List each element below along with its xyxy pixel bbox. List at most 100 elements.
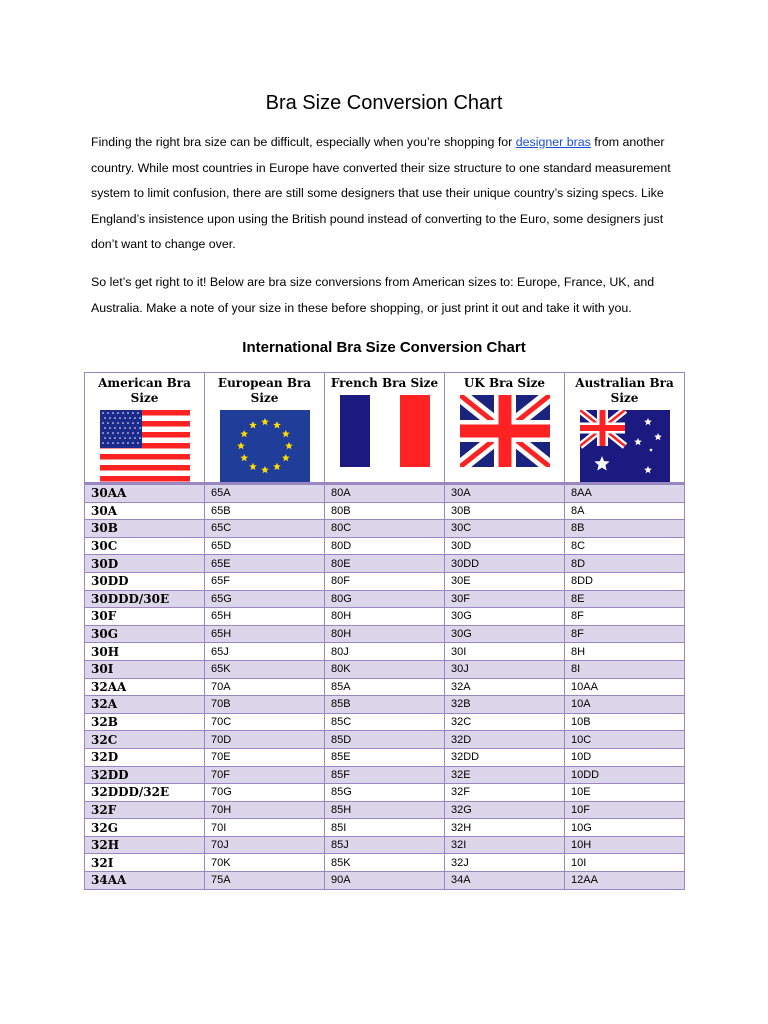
table-row: 32DD 70F 85F 32E 10DD bbox=[84, 765, 685, 785]
table-cell: 70G bbox=[204, 783, 325, 802]
table-cell: 10H bbox=[564, 835, 685, 855]
table-cell: 80J bbox=[324, 642, 445, 661]
table-cell: 30I bbox=[444, 642, 565, 661]
table-cell: 30G bbox=[84, 624, 205, 644]
table-cell: 65B bbox=[204, 501, 325, 521]
table-row: 32C 70D 85D 32D 10C bbox=[84, 730, 685, 749]
table-cell: 70H bbox=[204, 800, 325, 820]
table-cell: 32DD bbox=[84, 765, 205, 785]
table-cell: 80D bbox=[324, 536, 445, 556]
table-row: 32A 70B 85B 32B 10A bbox=[84, 695, 685, 714]
table-cell: 80C bbox=[324, 519, 445, 538]
table-row: 32B 70C 85C 32C 10B bbox=[84, 712, 685, 732]
table-cell: 30H bbox=[84, 642, 205, 661]
table-cell: 65A bbox=[204, 482, 325, 503]
table-row: 32H 70J 85J 32I 10H bbox=[84, 835, 685, 855]
table-row: 32D 70E 85E 32DD 10D bbox=[84, 747, 685, 767]
table-cell: 32A bbox=[84, 695, 205, 714]
table-cell: 32C bbox=[84, 730, 205, 749]
table-cell: 65D bbox=[204, 536, 325, 556]
table-cell: 30A bbox=[84, 501, 205, 521]
table-cell: 65E bbox=[204, 554, 325, 573]
table-cell: 8DD bbox=[564, 571, 685, 591]
france-flag-icon bbox=[339, 395, 430, 467]
table-cell: 32F bbox=[84, 800, 205, 820]
australia-flag-icon bbox=[579, 410, 670, 482]
intro-text-continued: from another country. While most countri… bbox=[91, 135, 671, 251]
table-cell: 70A bbox=[204, 677, 325, 697]
table-cell: 8AA bbox=[564, 482, 685, 503]
table-row: 30G 65H 80H 30G 8F bbox=[84, 624, 685, 644]
column-header-label: American Bra Size bbox=[98, 376, 191, 405]
table-cell: 8A bbox=[564, 501, 685, 521]
table-cell: 70I bbox=[204, 818, 325, 837]
table-cell: 65G bbox=[204, 589, 325, 609]
table-cell: 65J bbox=[204, 642, 325, 661]
table-cell: 30F bbox=[84, 607, 205, 626]
table-cell: 80H bbox=[324, 624, 445, 644]
table-cell: 85B bbox=[324, 695, 445, 714]
table-cell: 8F bbox=[564, 607, 685, 626]
table-cell: 80H bbox=[324, 607, 445, 626]
table-cell: 70F bbox=[204, 765, 325, 785]
table-cell: 30C bbox=[84, 536, 205, 556]
table-cell: 8C bbox=[564, 536, 685, 556]
table-cell: 10C bbox=[564, 730, 685, 749]
table-cell: 32J bbox=[444, 853, 565, 873]
column-header: American Bra Size bbox=[84, 372, 205, 484]
table-cell: 10B bbox=[564, 712, 685, 732]
table-cell: 10G bbox=[564, 818, 685, 837]
table-cell: 32D bbox=[84, 747, 205, 767]
table-header-row: American Bra Size European Bra Size French… bbox=[84, 372, 685, 484]
table-cell: 32E bbox=[444, 765, 565, 785]
table-cell: 10A bbox=[564, 695, 685, 714]
table-cell: 10F bbox=[564, 800, 685, 820]
table-cell: 85C bbox=[324, 712, 445, 732]
table-cell: 32I bbox=[84, 853, 205, 873]
table-cell: 32G bbox=[84, 818, 205, 837]
column-header-label: Australian Bra Size bbox=[575, 376, 674, 405]
table-cell: 8H bbox=[564, 642, 685, 661]
intro-paragraph-2: So let’s get right to it! Below are bra … bbox=[91, 275, 655, 315]
table-cell: 32B bbox=[84, 712, 205, 732]
table-cell: 80B bbox=[324, 501, 445, 521]
table-cell: 65F bbox=[204, 571, 325, 591]
conversion-table: American Bra Size European Bra Size French… bbox=[84, 372, 685, 890]
table-cell: 30DD bbox=[444, 554, 565, 573]
table-cell: 80K bbox=[324, 659, 445, 679]
table-cell: 12AA bbox=[564, 871, 685, 890]
table-row: 30F 65H 80H 30G 8F bbox=[84, 607, 685, 626]
table-cell: 10E bbox=[564, 783, 685, 802]
table-cell: 32H bbox=[84, 835, 205, 855]
table-row: 32DDD/32E 70G 85G 32F 10E bbox=[84, 783, 685, 802]
table-cell: 10AA bbox=[564, 677, 685, 697]
table-cell: 32I bbox=[444, 835, 565, 855]
table-cell: 30D bbox=[444, 536, 565, 556]
intro-text: Finding the right bra size can be diffic… bbox=[91, 135, 516, 149]
table-row: 30DD 65F 80F 30E 8DD bbox=[84, 571, 685, 591]
table-row: 30D 65E 80E 30DD 8D bbox=[84, 554, 685, 573]
table-row: 30H 65J 80J 30I 8H bbox=[84, 642, 685, 661]
table-cell: 32B bbox=[444, 695, 565, 714]
table-cell: 32D bbox=[444, 730, 565, 749]
table-row: 30AA 65A 80A 30A 8AA bbox=[84, 482, 685, 503]
table-cell: 8D bbox=[564, 554, 685, 573]
table-row: 30C 65D 80D 30D 8C bbox=[84, 536, 685, 556]
table-cell: 65H bbox=[204, 624, 325, 644]
designer-bras-link[interactable]: designer bras bbox=[515, 135, 591, 149]
table-cell: 80G bbox=[324, 589, 445, 609]
table-cell: 80F bbox=[324, 571, 445, 591]
table-row: 30A 65B 80B 30B 8A bbox=[84, 501, 685, 521]
uk-flag-icon bbox=[459, 395, 550, 467]
table-cell: 65C bbox=[204, 519, 325, 538]
table-row: 32G 70I 85I 32H 10G bbox=[84, 818, 685, 837]
column-header-label: French Bra Size bbox=[330, 376, 439, 390]
table-cell: 80E bbox=[324, 554, 445, 573]
table-cell: 30F bbox=[444, 589, 565, 609]
table-cell: 80A bbox=[324, 482, 445, 503]
table-cell: 30I bbox=[84, 659, 205, 679]
table-cell: 30AA bbox=[84, 482, 205, 503]
table-cell: 30DD bbox=[84, 571, 205, 591]
table-cell: 10DD bbox=[564, 765, 685, 785]
